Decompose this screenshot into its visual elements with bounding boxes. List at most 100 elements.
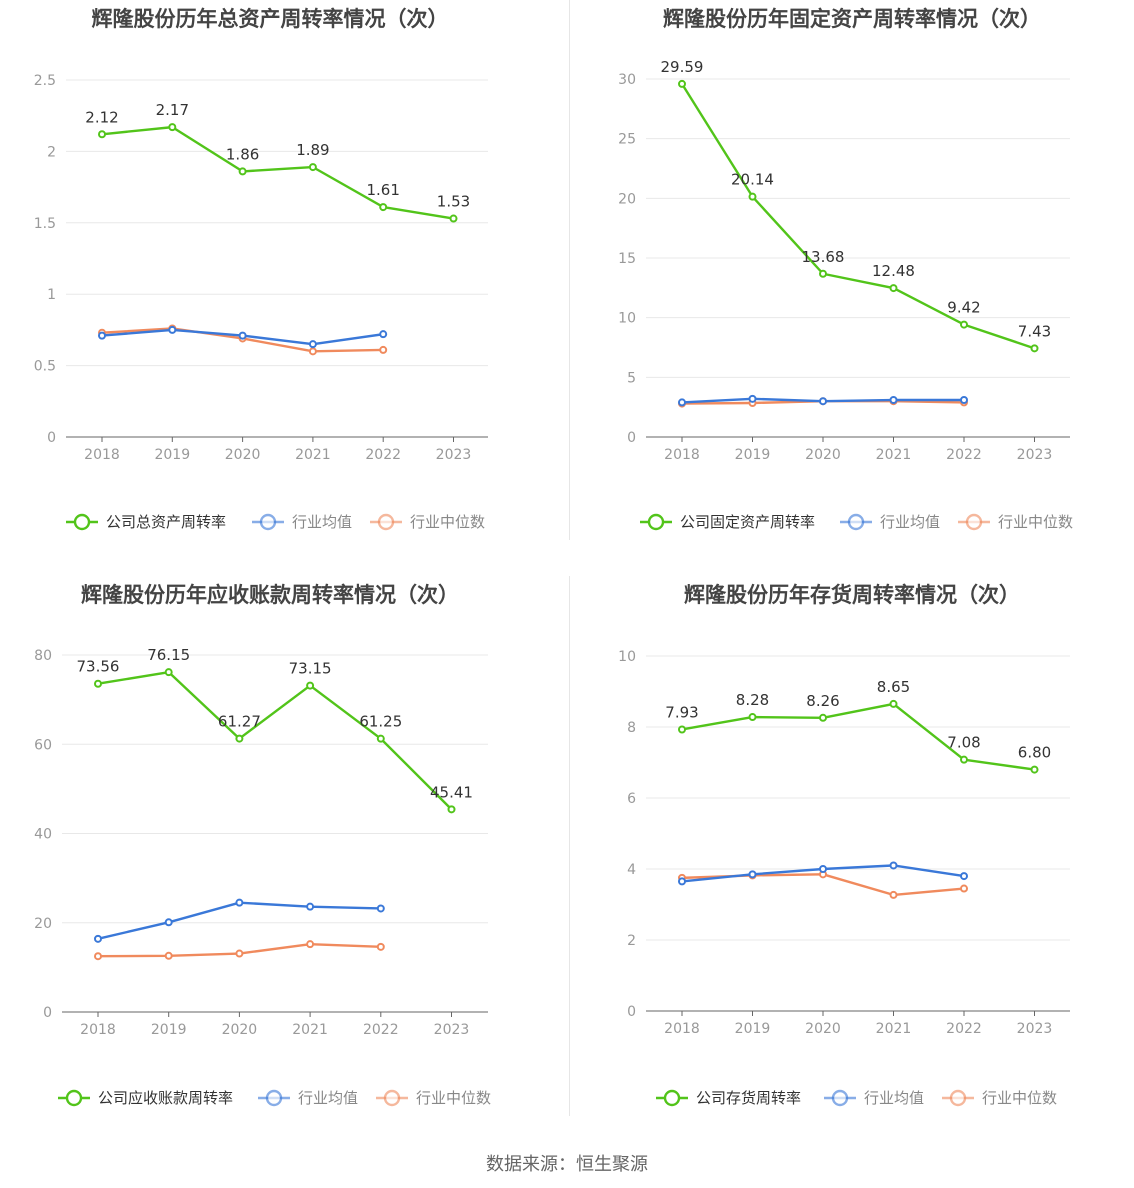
data-point-company[interactable] bbox=[1030, 765, 1039, 774]
data-point-industry-median[interactable] bbox=[960, 884, 968, 893]
data-point-company[interactable] bbox=[379, 203, 388, 212]
data-point-company[interactable] bbox=[960, 755, 968, 764]
data-point-company[interactable] bbox=[449, 214, 458, 223]
data-point-industry-avg[interactable] bbox=[960, 872, 968, 881]
data-point-industry-avg[interactable] bbox=[164, 918, 173, 927]
data-label: 20.14 bbox=[731, 171, 774, 189]
data-label: 1.89 bbox=[296, 141, 329, 159]
data-point-company[interactable] bbox=[164, 668, 173, 677]
legend-item-company[interactable]: 公司存货周转率 bbox=[656, 1089, 801, 1107]
y-tick-label: 80 bbox=[34, 648, 52, 664]
data-point-company[interactable] bbox=[960, 320, 968, 329]
data-point-company[interactable] bbox=[376, 734, 385, 743]
y-tick-label: 40 bbox=[34, 827, 52, 843]
data-point-company[interactable] bbox=[308, 163, 317, 172]
data-point-industry-median[interactable] bbox=[306, 940, 315, 949]
x-tick-label: 2022 bbox=[946, 1021, 982, 1037]
data-point-industry-avg[interactable] bbox=[98, 331, 106, 340]
data-point-company[interactable] bbox=[235, 734, 244, 743]
chart-title: 辉隆股份历年应收账款周转率情况（次） bbox=[81, 583, 459, 607]
data-point-company[interactable] bbox=[1030, 344, 1039, 353]
data-point-industry-median[interactable] bbox=[164, 951, 173, 960]
y-tick-label: 0 bbox=[627, 1004, 636, 1020]
data-point-industry-avg[interactable] bbox=[168, 325, 177, 334]
x-tick-label: 2022 bbox=[363, 1022, 399, 1038]
legend-item-company[interactable]: 公司固定资产周转率 bbox=[640, 513, 815, 531]
chart-title: 辉隆股份历年固定资产周转率情况（次） bbox=[663, 7, 1041, 31]
legend-item-industry-median[interactable]: 行业中位数 bbox=[942, 1089, 1057, 1107]
x-tick-label: 2020 bbox=[805, 447, 841, 463]
legend-label: 行业中位数 bbox=[982, 1089, 1057, 1107]
data-point-company[interactable] bbox=[889, 699, 898, 708]
data-point-industry-avg[interactable] bbox=[889, 861, 898, 870]
data-point-company[interactable] bbox=[94, 679, 102, 688]
data-point-industry-median[interactable] bbox=[376, 942, 385, 951]
data-point-industry-avg[interactable] bbox=[308, 340, 317, 349]
legend-item-industry-avg[interactable]: 行业均值 bbox=[252, 513, 352, 531]
legend-marker bbox=[647, 513, 665, 531]
y-tick-label: 25 bbox=[618, 132, 636, 148]
legend-item-company[interactable]: 公司总资产周转率 bbox=[66, 513, 226, 531]
legend-marker bbox=[377, 513, 395, 531]
legend-marker bbox=[663, 1089, 681, 1107]
y-tick-label: 8 bbox=[627, 720, 636, 736]
data-point-company[interactable] bbox=[748, 192, 757, 201]
y-tick-label: 2 bbox=[627, 933, 636, 949]
data-point-company[interactable] bbox=[678, 79, 686, 88]
data-point-company[interactable] bbox=[819, 713, 827, 722]
data-point-company[interactable] bbox=[889, 284, 898, 293]
data-point-company[interactable] bbox=[819, 269, 827, 278]
data-point-company[interactable] bbox=[98, 130, 106, 139]
data-point-industry-avg[interactable] bbox=[238, 331, 247, 340]
data-point-industry-avg[interactable] bbox=[376, 904, 385, 913]
legend-item-industry-median[interactable]: 行业中位数 bbox=[958, 513, 1073, 531]
chart-svg: 辉隆股份历年存货周转率情况（次） 0 2 4 6 8 10 2018 2019 2020 2021 2… bbox=[618, 583, 1070, 1107]
y-tick-label: 5 bbox=[627, 370, 636, 386]
data-label: 73.15 bbox=[289, 660, 332, 678]
data-point-industry-avg[interactable] bbox=[678, 877, 686, 886]
data-point-company[interactable] bbox=[748, 713, 757, 722]
data-point-company[interactable] bbox=[168, 123, 177, 132]
y-tick-label: 15 bbox=[618, 251, 636, 267]
data-label: 76.15 bbox=[147, 646, 190, 664]
data-point-industry-median[interactable] bbox=[235, 949, 244, 958]
data-point-industry-avg[interactable] bbox=[94, 934, 102, 943]
legend-item-company[interactable]: 公司应收账款周转率 bbox=[58, 1089, 233, 1107]
data-point-industry-avg[interactable] bbox=[678, 398, 686, 407]
legend-item-industry-avg[interactable]: 行业均值 bbox=[824, 1089, 924, 1107]
legend-label: 行业中位数 bbox=[998, 513, 1073, 531]
legend-marker bbox=[831, 1089, 849, 1107]
legend-label: 行业均值 bbox=[864, 1089, 924, 1107]
series-line-company bbox=[97, 670, 453, 811]
data-point-industry-median[interactable] bbox=[94, 952, 102, 961]
data-point-industry-avg[interactable] bbox=[306, 902, 315, 911]
data-point-industry-avg[interactable] bbox=[960, 396, 968, 405]
data-point-company[interactable] bbox=[238, 167, 247, 176]
data-point-industry-avg[interactable] bbox=[748, 870, 757, 879]
data-source-note: 数据来源：恒生聚源 bbox=[486, 1154, 648, 1175]
data-point-industry-avg[interactable] bbox=[379, 330, 388, 339]
data-point-industry-avg[interactable] bbox=[819, 865, 827, 873]
data-point-company[interactable] bbox=[306, 681, 315, 690]
legend-item-industry-median[interactable]: 行业中位数 bbox=[370, 513, 485, 531]
x-tick-label: 2018 bbox=[84, 447, 120, 463]
x-tick-label: 2021 bbox=[876, 447, 912, 463]
data-label: 7.08 bbox=[947, 734, 980, 752]
data-point-company[interactable] bbox=[447, 805, 456, 814]
legend-item-industry-median[interactable]: 行业中位数 bbox=[376, 1089, 491, 1107]
data-point-industry-median[interactable] bbox=[379, 345, 388, 354]
data-point-industry-median[interactable] bbox=[889, 890, 898, 899]
data-point-industry-avg[interactable] bbox=[235, 898, 244, 907]
y-tick-label: 30 bbox=[618, 72, 636, 88]
legend-item-industry-avg[interactable]: 行业均值 bbox=[258, 1089, 358, 1107]
chart-panel-fixed-asset-turnover: 辉隆股份历年固定资产周转率情况（次） 0 5 10 15 20 25 30 2018 2019 20… bbox=[570, 0, 1134, 545]
data-point-industry-avg[interactable] bbox=[748, 394, 757, 403]
data-point-company[interactable] bbox=[678, 725, 686, 734]
data-label: 1.53 bbox=[437, 193, 470, 211]
legend-item-industry-avg[interactable]: 行业均值 bbox=[840, 513, 940, 531]
x-tick-label: 2019 bbox=[151, 1022, 187, 1038]
x-tick-label: 2021 bbox=[876, 1021, 912, 1037]
data-point-industry-avg[interactable] bbox=[819, 397, 827, 406]
data-point-industry-median[interactable] bbox=[308, 347, 317, 356]
data-point-industry-avg[interactable] bbox=[889, 396, 898, 405]
